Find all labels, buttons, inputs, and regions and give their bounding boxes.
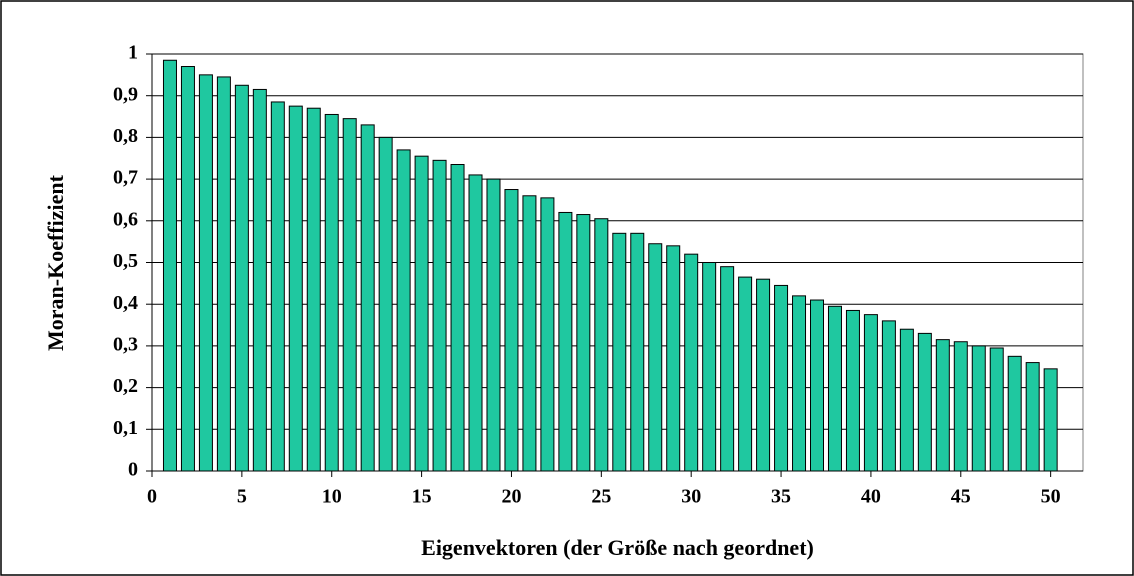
- bar: [540, 197, 555, 472]
- bar: [504, 189, 519, 472]
- x-tick-label: 15: [412, 486, 432, 508]
- bar: [989, 347, 1004, 472]
- bar: [414, 155, 429, 472]
- bar: [486, 178, 501, 472]
- bar: [1025, 362, 1040, 472]
- bar: [450, 164, 465, 472]
- bar: [845, 309, 860, 472]
- bar: [324, 113, 339, 472]
- y-tick-label: 0,5: [113, 250, 138, 272]
- bar: [953, 341, 968, 472]
- bar: [378, 136, 393, 472]
- y-tick-label: 0,7: [113, 167, 138, 189]
- x-tick-label: 40: [861, 486, 881, 508]
- bar: [917, 332, 932, 472]
- y-tick-label: 0,2: [113, 375, 138, 397]
- y-tick-label: 0: [128, 459, 138, 481]
- bar: [270, 101, 285, 472]
- x-tick-label: 25: [591, 486, 611, 508]
- bar: [198, 74, 213, 472]
- bar: [342, 118, 357, 472]
- bar: [666, 245, 681, 472]
- bar: [576, 214, 591, 472]
- x-tick-label: 10: [322, 486, 342, 508]
- x-tick-label: 35: [771, 486, 791, 508]
- bar: [792, 295, 807, 472]
- bar: [935, 339, 950, 472]
- x-tick-label: 5: [237, 486, 247, 508]
- bar: [252, 88, 267, 472]
- y-axis-label: Moran-Koeffizient: [43, 174, 68, 351]
- bar: [881, 320, 896, 472]
- x-tick-label: 0: [147, 486, 157, 508]
- bar: [558, 211, 573, 472]
- bar: [432, 159, 447, 472]
- x-tick-label: 45: [951, 486, 971, 508]
- bar: [1043, 368, 1058, 472]
- bar: [594, 218, 609, 472]
- bar: [971, 345, 986, 472]
- x-tick-label: 30: [681, 486, 701, 508]
- bar: [396, 149, 411, 472]
- bar: [648, 243, 663, 472]
- bar: [162, 59, 177, 472]
- bar: [306, 107, 321, 472]
- bar: [899, 328, 914, 472]
- bar: [612, 232, 627, 472]
- bar: [720, 266, 735, 472]
- bar: [1007, 355, 1022, 472]
- bar: [863, 314, 878, 472]
- x-axis-label: Eigenvektoren (der Größe nach geordnet): [421, 535, 814, 560]
- bar: [774, 284, 789, 472]
- bar: [756, 278, 771, 472]
- x-tick-label: 20: [501, 486, 521, 508]
- y-tick-label: 0,1: [113, 417, 138, 439]
- bar: [738, 276, 753, 472]
- bar: [810, 299, 824, 472]
- y-tick-label: 0,8: [113, 125, 138, 147]
- x-tick-label: 50: [1041, 486, 1061, 508]
- bar: [630, 232, 645, 472]
- bar: [684, 253, 699, 472]
- bar: [216, 76, 231, 472]
- y-tick-label: 0,4: [113, 292, 138, 314]
- y-tick-label: 0,9: [113, 83, 138, 105]
- bar: [180, 66, 195, 472]
- bar: [288, 105, 303, 472]
- bar: [360, 124, 375, 472]
- bar: [827, 305, 842, 472]
- y-tick-label: 0,3: [113, 333, 138, 355]
- bar: [234, 84, 249, 472]
- bar: [522, 195, 537, 472]
- y-tick-label: 0,6: [113, 208, 138, 230]
- bar: [702, 262, 717, 472]
- bar: [468, 174, 483, 472]
- y-tick-label: 1: [128, 42, 138, 64]
